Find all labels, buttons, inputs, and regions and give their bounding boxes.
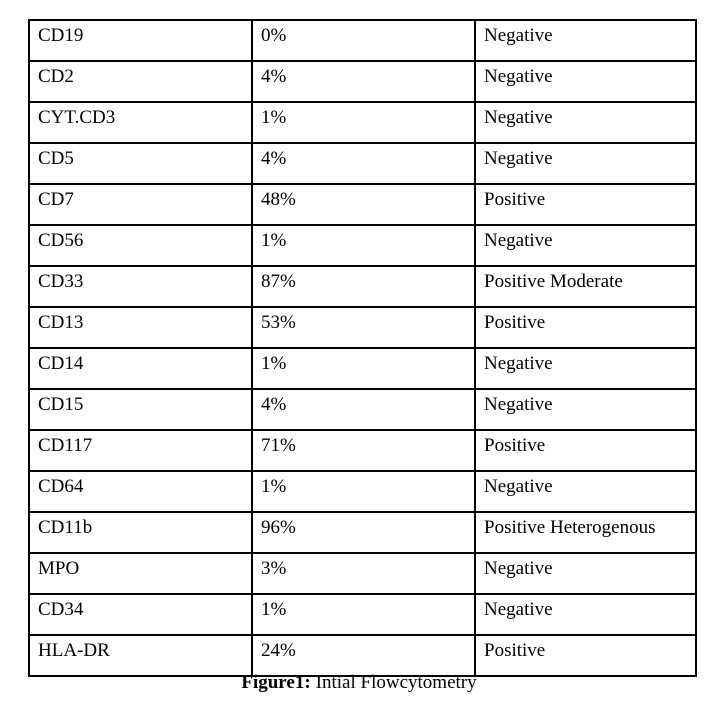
result-cell: Negative bbox=[474, 552, 697, 595]
result-cell: Negative bbox=[474, 224, 697, 267]
marker-cell: CD14 bbox=[28, 347, 253, 390]
flow-cytometry-table: CD19 0% Negative CD2 4% Negative CYT.CD3… bbox=[28, 19, 697, 677]
table-row: CD56 1% Negative bbox=[28, 224, 697, 267]
marker-cell: MPO bbox=[28, 552, 253, 595]
table-row: CD13 53% Positive bbox=[28, 306, 697, 349]
marker-cell: CD117 bbox=[28, 429, 253, 472]
result-cell: Positive bbox=[474, 306, 697, 349]
marker-cell: CD64 bbox=[28, 470, 253, 513]
table-row: CD11b 96% Positive Heterogenous bbox=[28, 511, 697, 554]
figure-caption: Figure1: Intial Flowcytometry bbox=[0, 672, 718, 694]
table-row: CD5 4% Negative bbox=[28, 142, 697, 185]
percent-cell: 48% bbox=[251, 183, 476, 226]
marker-cell: CD33 bbox=[28, 265, 253, 308]
percent-cell: 96% bbox=[251, 511, 476, 554]
result-cell: Negative bbox=[474, 60, 697, 103]
percent-cell: 1% bbox=[251, 470, 476, 513]
result-cell: Positive Heterogenous bbox=[474, 511, 697, 554]
marker-cell: CD2 bbox=[28, 60, 253, 103]
result-cell: Negative bbox=[474, 19, 697, 62]
marker-cell: HLA-DR bbox=[28, 634, 253, 677]
percent-cell: 1% bbox=[251, 224, 476, 267]
table-row: MPO 3% Negative bbox=[28, 552, 697, 595]
marker-cell: CYT.CD3 bbox=[28, 101, 253, 144]
percent-cell: 4% bbox=[251, 388, 476, 431]
table-row: CD34 1% Negative bbox=[28, 593, 697, 636]
table-row: CD64 1% Negative bbox=[28, 470, 697, 513]
table-row: HLA-DR 24% Positive bbox=[28, 634, 697, 677]
percent-cell: 24% bbox=[251, 634, 476, 677]
percent-cell: 1% bbox=[251, 101, 476, 144]
marker-cell: CD56 bbox=[28, 224, 253, 267]
marker-cell: CD11b bbox=[28, 511, 253, 554]
marker-cell: CD19 bbox=[28, 19, 253, 62]
table-row: CD2 4% Negative bbox=[28, 60, 697, 103]
table-row: CD19 0% Negative bbox=[28, 19, 697, 62]
percent-cell: 4% bbox=[251, 142, 476, 185]
marker-cell: CD34 bbox=[28, 593, 253, 636]
figure-caption-label: Figure1: bbox=[241, 672, 311, 693]
result-cell: Negative bbox=[474, 388, 697, 431]
percent-cell: 53% bbox=[251, 306, 476, 349]
result-cell: Negative bbox=[474, 347, 697, 390]
table-row: CD14 1% Negative bbox=[28, 347, 697, 390]
table-row: CD117 71% Positive bbox=[28, 429, 697, 472]
result-cell: Positive bbox=[474, 429, 697, 472]
percent-cell: 1% bbox=[251, 593, 476, 636]
marker-cell: CD5 bbox=[28, 142, 253, 185]
percent-cell: 4% bbox=[251, 60, 476, 103]
result-cell: Positive Moderate bbox=[474, 265, 697, 308]
table-row: CYT.CD3 1% Negative bbox=[28, 101, 697, 144]
result-cell: Negative bbox=[474, 142, 697, 185]
result-cell: Negative bbox=[474, 593, 697, 636]
percent-cell: 71% bbox=[251, 429, 476, 472]
table-row: CD7 48% Positive bbox=[28, 183, 697, 226]
table-row: CD15 4% Negative bbox=[28, 388, 697, 431]
percent-cell: 87% bbox=[251, 265, 476, 308]
percent-cell: 1% bbox=[251, 347, 476, 390]
marker-cell: CD7 bbox=[28, 183, 253, 226]
result-cell: Positive bbox=[474, 183, 697, 226]
figure-caption-text: Intial Flowcytometry bbox=[315, 672, 477, 693]
percent-cell: 0% bbox=[251, 19, 476, 62]
result-cell: Positive bbox=[474, 634, 697, 677]
result-cell: Negative bbox=[474, 470, 697, 513]
table-row: CD33 87% Positive Moderate bbox=[28, 265, 697, 308]
percent-cell: 3% bbox=[251, 552, 476, 595]
marker-cell: CD13 bbox=[28, 306, 253, 349]
marker-cell: CD15 bbox=[28, 388, 253, 431]
result-cell: Negative bbox=[474, 101, 697, 144]
